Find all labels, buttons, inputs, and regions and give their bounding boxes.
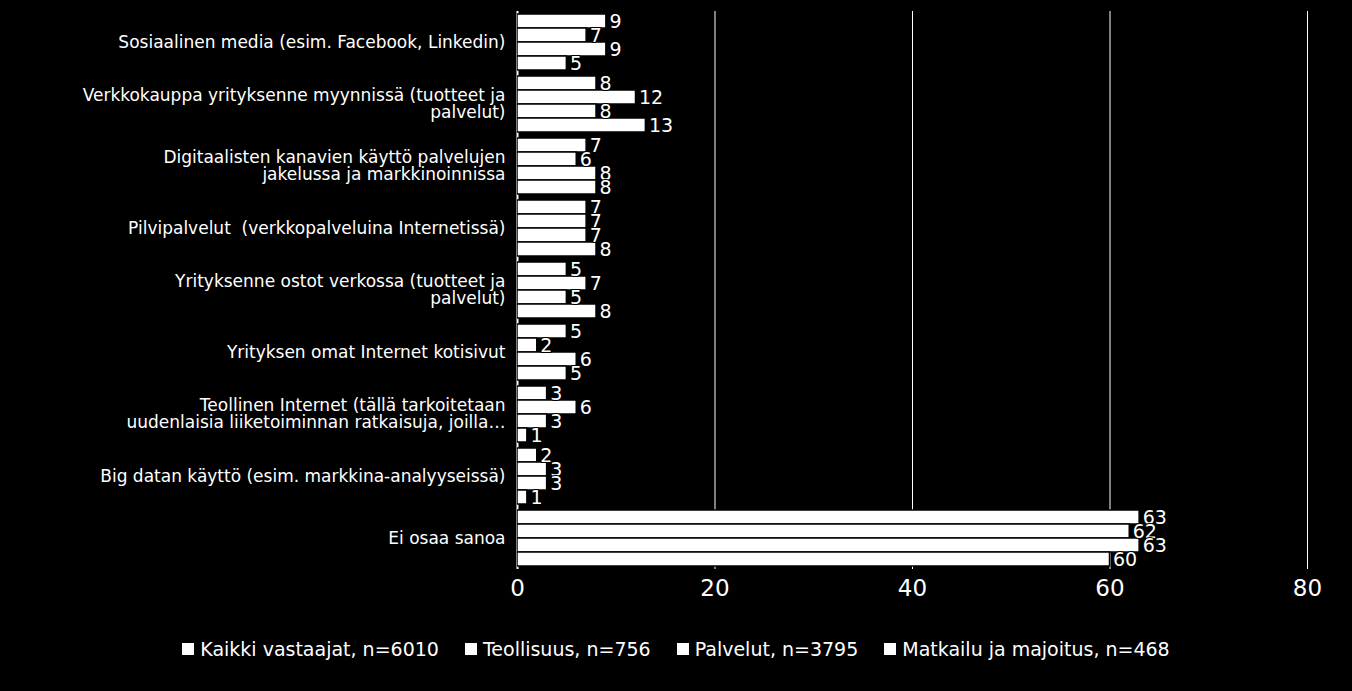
svg-text:13: 13 bbox=[649, 114, 673, 136]
svg-text:Digitaalisten kanavien käyttö: Digitaalisten kanavien käyttö palvelujen… bbox=[163, 147, 505, 184]
svg-text:40: 40 bbox=[898, 575, 927, 601]
svg-text:12: 12 bbox=[639, 86, 663, 108]
svg-text:1: 1 bbox=[530, 486, 542, 508]
svg-text:0: 0 bbox=[510, 575, 525, 601]
svg-text:5: 5 bbox=[570, 52, 582, 74]
svg-text:3: 3 bbox=[550, 382, 562, 404]
svg-text:Verkkokauppa yrityksenne myynn: Verkkokauppa yrityksenne myynnissä (tuot… bbox=[83, 85, 506, 122]
svg-text:Pilvipalvelut (verkkopalvelui: Pilvipalvelut (verkkopalveluina Internet… bbox=[128, 218, 505, 238]
svg-text:Ei osaa sanoa: Ei osaa sanoa bbox=[388, 528, 505, 548]
svg-text:60: 60 bbox=[1113, 548, 1137, 570]
svg-text:7: 7 bbox=[589, 209, 602, 232]
svg-text:Sosiaalinen media (esim. Faceb: Sosiaalinen media (esim. Facebook, Linke… bbox=[118, 32, 505, 52]
svg-text:5: 5 bbox=[570, 286, 582, 308]
svg-text:80: 80 bbox=[1293, 575, 1322, 601]
svg-text:Big datan käyttö (esim. markki: Big datan käyttö (esim. markkina-analyys… bbox=[100, 466, 505, 486]
svg-text:3: 3 bbox=[550, 457, 563, 480]
svg-text:7: 7 bbox=[590, 24, 602, 46]
svg-text:6: 6 bbox=[580, 148, 592, 170]
svg-text:9: 9 bbox=[609, 10, 621, 32]
svg-text:63: 63 bbox=[1142, 505, 1167, 528]
svg-text:9: 9 bbox=[609, 38, 621, 60]
svg-text:2: 2 bbox=[540, 334, 552, 356]
svg-text:63: 63 bbox=[1143, 534, 1167, 556]
svg-text:Teollinen Internet (tällä tark: Teollinen Internet (tällä tarkoitetaanuu… bbox=[127, 395, 506, 432]
svg-text:6: 6 bbox=[580, 396, 592, 418]
svg-text:60: 60 bbox=[1095, 575, 1124, 601]
svg-text:8: 8 bbox=[599, 161, 612, 184]
svg-text:Yrityksen omat Internet kotisi: Yrityksen omat Internet kotisivut bbox=[226, 342, 506, 362]
svg-text:7: 7 bbox=[589, 133, 602, 156]
svg-text:5: 5 bbox=[570, 362, 582, 384]
svg-text:8: 8 bbox=[600, 238, 612, 260]
svg-text:7: 7 bbox=[589, 223, 602, 246]
svg-text:7: 7 bbox=[590, 272, 602, 294]
svg-text:3: 3 bbox=[550, 410, 562, 432]
svg-text:8: 8 bbox=[600, 72, 612, 94]
html-text:Teollisuus, n=756: Teollisuus, n=756 bbox=[482, 638, 651, 660]
svg-text:6: 6 bbox=[579, 347, 592, 370]
html-text:Palvelut, n=3795: Palvelut, n=3795 bbox=[694, 638, 859, 660]
svg-text:8: 8 bbox=[600, 176, 612, 198]
svg-text:Yrityksenne ostot verkossa (tu: Yrityksenne ostot verkossa (tuotteet jap… bbox=[174, 271, 505, 308]
svg-text:20: 20 bbox=[700, 575, 729, 601]
svg-text:5: 5 bbox=[570, 320, 582, 342]
svg-text:8: 8 bbox=[600, 300, 612, 322]
html-text:Matkailu ja majoitus, n=468: Matkailu ja majoitus, n=468 bbox=[902, 638, 1170, 660]
html-text:Kaikki vastaajat, n=6010: Kaikki vastaajat, n=6010 bbox=[200, 638, 439, 660]
svg-text:3: 3 bbox=[550, 472, 562, 494]
svg-text:62: 62 bbox=[1132, 519, 1157, 542]
svg-text:1: 1 bbox=[530, 424, 542, 446]
svg-text:8: 8 bbox=[600, 100, 612, 122]
svg-text:7: 7 bbox=[589, 195, 602, 218]
svg-text:5: 5 bbox=[570, 258, 582, 280]
svg-text:2: 2 bbox=[540, 443, 553, 466]
